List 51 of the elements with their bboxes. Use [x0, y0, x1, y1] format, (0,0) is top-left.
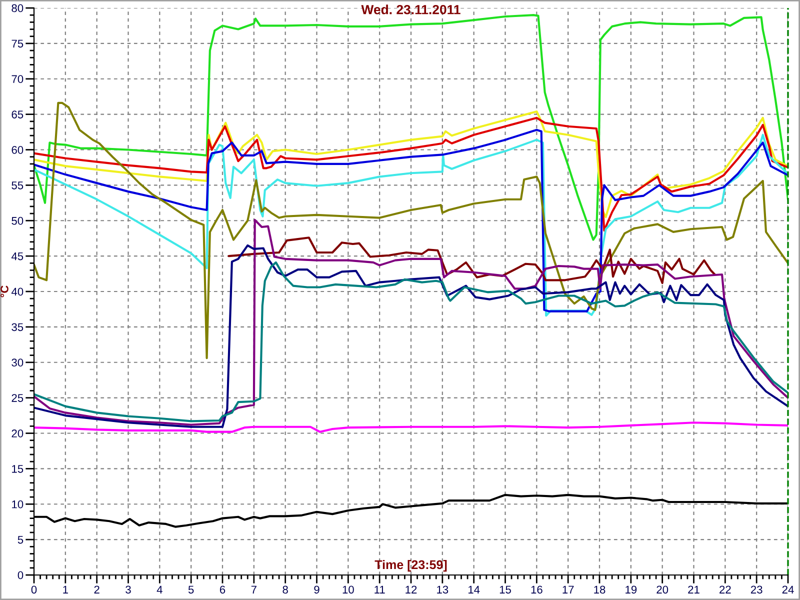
y-tick-label: 70 — [12, 75, 24, 84]
y-tick-label: 50 — [12, 216, 24, 225]
x-tick-label: 7 — [251, 586, 256, 594]
y-tick-label: 45 — [11, 252, 24, 260]
line-series — [34, 110, 788, 218]
y-tick-label: 75 — [12, 40, 24, 48]
y-tick-label: 0 — [18, 571, 24, 580]
y-tick-label: 35 — [12, 323, 24, 332]
x-tick-label: 4 — [156, 586, 162, 594]
x-tick-label: 10 — [342, 586, 354, 594]
chart-title: Wed. 23.11.2011 — [361, 4, 460, 14]
y-tick-label: 65 — [12, 110, 24, 118]
x-tick-label: 5 — [188, 586, 194, 594]
x-tick-label: 21 — [688, 586, 700, 594]
x-tick-label: 9 — [314, 586, 320, 594]
x-tick-label: 3 — [126, 586, 131, 594]
y-axis-title: °C — [0, 286, 8, 298]
x-axis-title: Time [23:59] — [374, 560, 447, 572]
line-series — [34, 422, 788, 433]
x-tick-label: 19 — [626, 586, 637, 594]
y-tick-label: 25 — [12, 394, 24, 402]
line-series — [34, 102, 788, 360]
x-tick-label: 11 — [374, 586, 385, 594]
x-tick-label: 0 — [31, 586, 37, 594]
y-tick-label: 10 — [12, 500, 24, 508]
x-tick-label: 23 — [750, 586, 762, 594]
y-tick-label: 5 — [18, 536, 24, 544]
y-tick-label: 30 — [12, 358, 24, 367]
y-tick-label: 55 — [12, 182, 24, 190]
x-tick-label: 2 — [94, 586, 100, 594]
x-tick-label: 13 — [437, 586, 448, 594]
line-series — [34, 14, 788, 241]
x-tick-label: 14 — [468, 586, 480, 594]
line-series — [34, 116, 788, 232]
y-tick-label: 80 — [12, 4, 24, 12]
line-series — [228, 236, 716, 284]
x-tick-label: 20 — [656, 586, 668, 594]
x-tick-label: 22 — [720, 586, 731, 594]
x-tick-label: 1 — [63, 586, 68, 594]
y-tick-label: 40 — [11, 288, 24, 296]
x-tick-label: 15 — [500, 586, 511, 594]
x-tick-label: 16 — [531, 586, 542, 594]
x-tick-label: 8 — [282, 586, 288, 594]
y-tick-label: 60 — [12, 146, 24, 154]
x-tick-label: 17 — [562, 586, 574, 594]
y-tick-label: 15 — [12, 465, 24, 473]
x-tick-label: 6 — [220, 586, 226, 594]
x-tick-label: 24 — [782, 586, 794, 594]
y-tick-label: 20 — [12, 430, 24, 438]
x-tick-label: 18 — [594, 586, 606, 594]
x-tick-label: 12 — [406, 586, 417, 594]
